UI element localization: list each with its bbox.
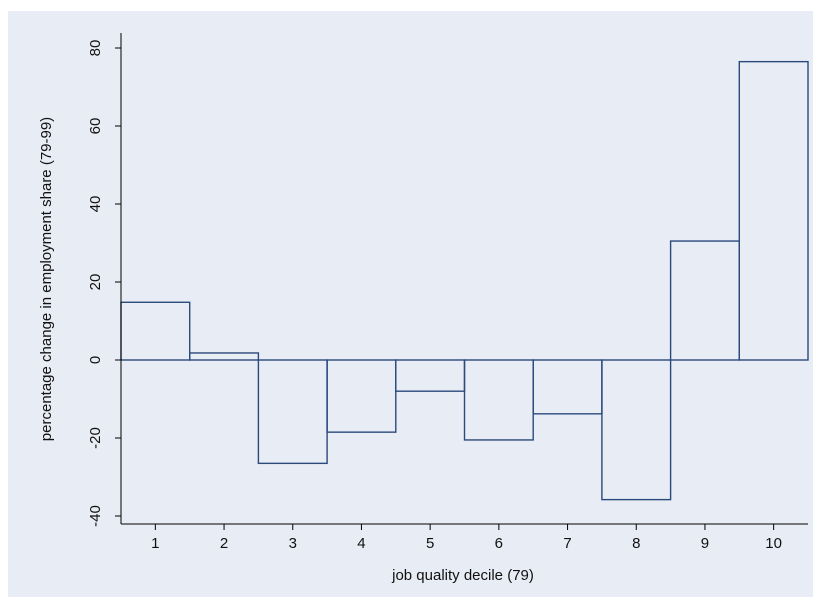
y-tick-label: -20 <box>87 427 104 449</box>
bar-decile-8 <box>601 359 672 501</box>
y-tick-label: 80 <box>87 40 104 57</box>
bar-decile-2 <box>188 352 260 361</box>
bar-decile-10 <box>738 60 809 361</box>
y-tick-label: 0 <box>87 356 104 364</box>
y-tick-label: 40 <box>87 196 104 213</box>
y-tick-label: 20 <box>87 274 104 291</box>
x-tick-label: 8 <box>632 535 640 552</box>
y-tick-label: -40 <box>87 505 104 527</box>
x-tick-label: 9 <box>701 535 709 552</box>
y-axis-title: percentage change in employment share (7… <box>38 117 55 441</box>
bar-decile-4 <box>326 359 397 433</box>
bars-group <box>120 60 809 501</box>
x-tick-label: 10 <box>765 535 782 552</box>
x-tick-label: 1 <box>151 535 159 552</box>
x-tick-label: 7 <box>563 535 571 552</box>
x-axis-title: job quality decile (79) <box>391 567 534 584</box>
x-tick-label: 4 <box>357 535 365 552</box>
x-tick-label: 6 <box>495 535 503 552</box>
x-tick-label: 2 <box>220 535 228 552</box>
y-tick-label: 60 <box>87 118 104 135</box>
plot-area <box>121 33 808 524</box>
x-tick-label: 3 <box>289 535 297 552</box>
axes-group: -40 -20 0 20 40 60 80 1 2 3 4 5 6 7 8 9 10 <box>87 33 808 552</box>
x-tick-label: 5 <box>426 535 434 552</box>
